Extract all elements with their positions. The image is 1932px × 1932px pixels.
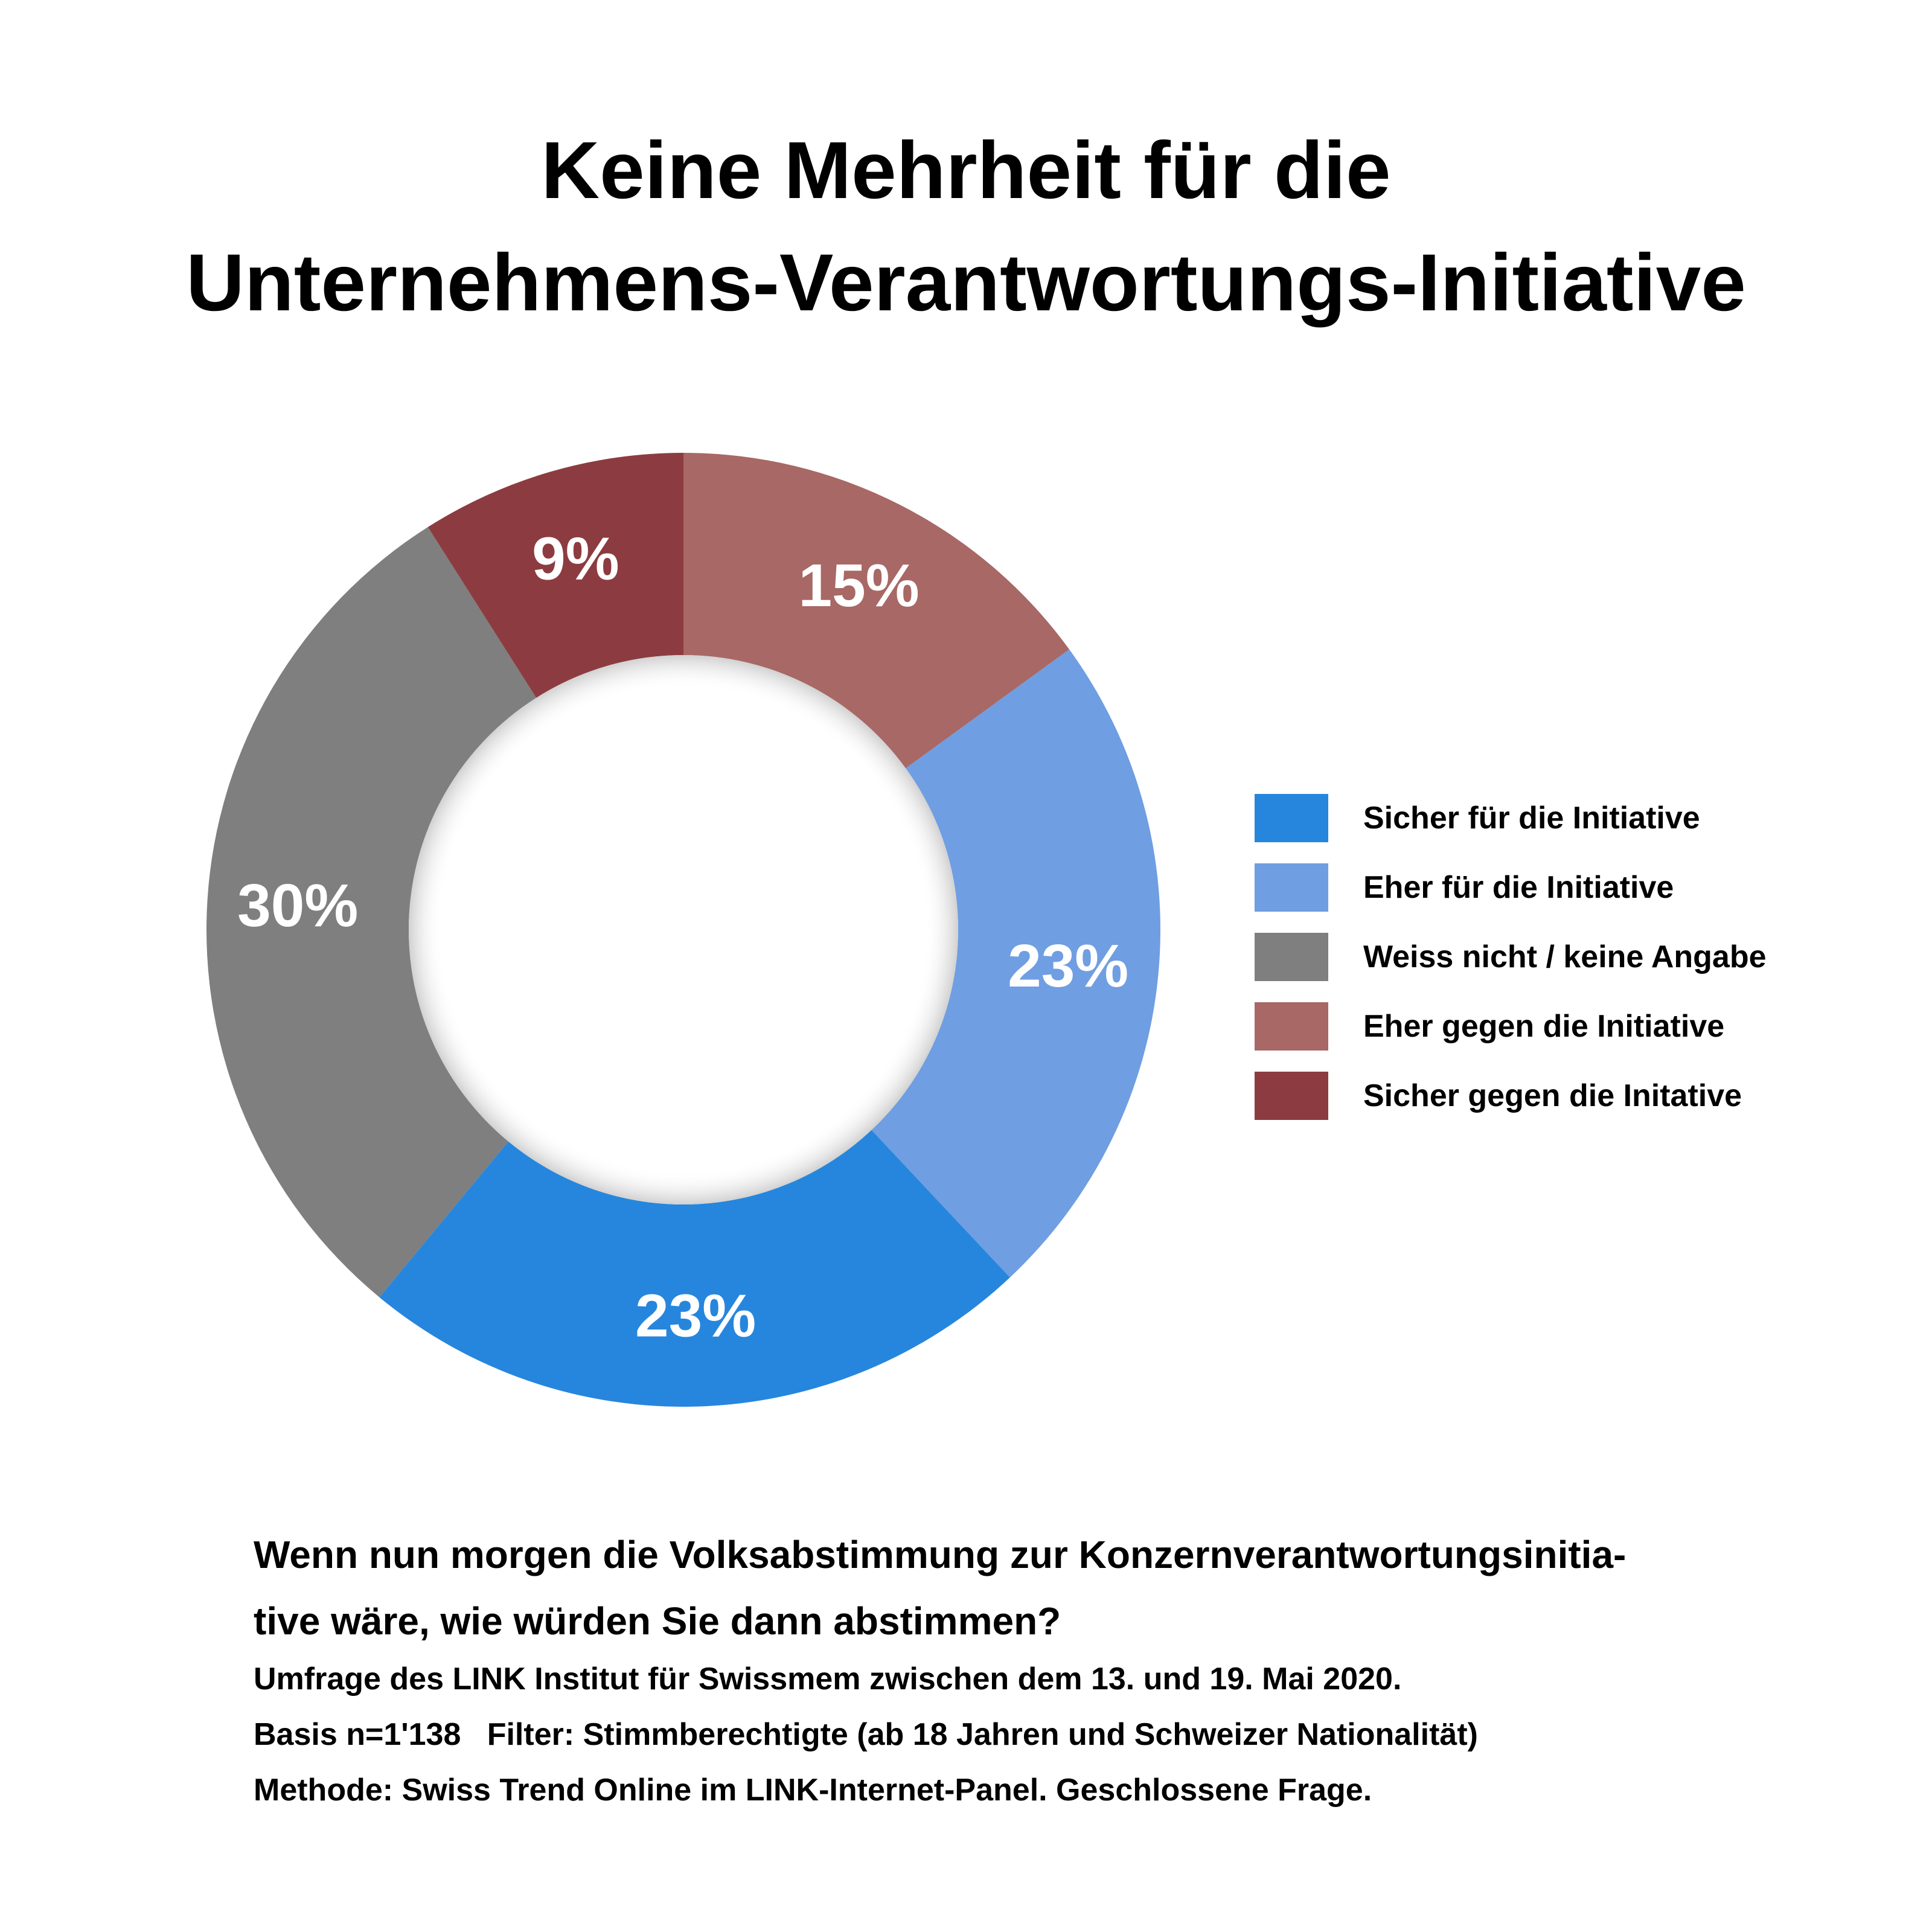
legend-label: Weiss nicht / keine Angabe [1363, 939, 1767, 974]
legend-swatch [1255, 1072, 1328, 1120]
slice-data-label: 23% [1008, 932, 1128, 1000]
source-notes: Umfrage des LINK Institut für Swissmem z… [254, 1651, 1478, 1818]
source-note-line-3: Methode: Swiss Trend Online im LINK-Inte… [254, 1773, 1372, 1808]
legend-label: Eher gegen die Initiative [1363, 1009, 1725, 1044]
slice-data-label: 9% [532, 525, 619, 592]
donut-slice [871, 649, 1161, 1278]
chart-title: Keine Mehrheit für die Unternehmens-Vera… [0, 115, 1932, 339]
legend-swatch [1255, 933, 1328, 981]
donut-slice [683, 453, 1070, 769]
legend-swatch [1255, 1002, 1328, 1051]
legend-label: Sicher gegen die Initative [1363, 1078, 1742, 1113]
legend-swatch [1255, 794, 1328, 842]
survey-question-line-2: tive wäre, wie würden Sie dann abstimmen… [254, 1599, 1061, 1643]
source-note-line-1: Umfrage des LINK Institut für Swissmem z… [254, 1662, 1402, 1697]
donut-slice [427, 453, 683, 698]
source-note-line-2: Basis n=1'138 Filter: Stimmberechtigte (… [254, 1717, 1478, 1752]
slice-data-label: 23% [635, 1282, 756, 1350]
survey-question-line-1: Wenn nun morgen die Volksabstimmung zur … [254, 1533, 1627, 1576]
legend-swatch [1255, 863, 1328, 912]
slice-data-label: 30% [237, 872, 358, 939]
chart-title-line-1: Keine Mehrheit für die [541, 126, 1391, 216]
slice-data-label: 15% [798, 552, 919, 619]
legend-label: Sicher für die Initiative [1363, 801, 1700, 836]
survey-question: Wenn nun morgen die Volksabstimmung zur … [254, 1521, 1847, 1654]
donut-hole-shadow [409, 655, 958, 1204]
donut-slice [206, 526, 537, 1297]
donut-slice [379, 1130, 1010, 1407]
legend-label: Eher für die Initiative [1363, 870, 1674, 905]
chart-title-line-2: Unternehmens-Verantwortungs-Initiative [186, 238, 1746, 328]
